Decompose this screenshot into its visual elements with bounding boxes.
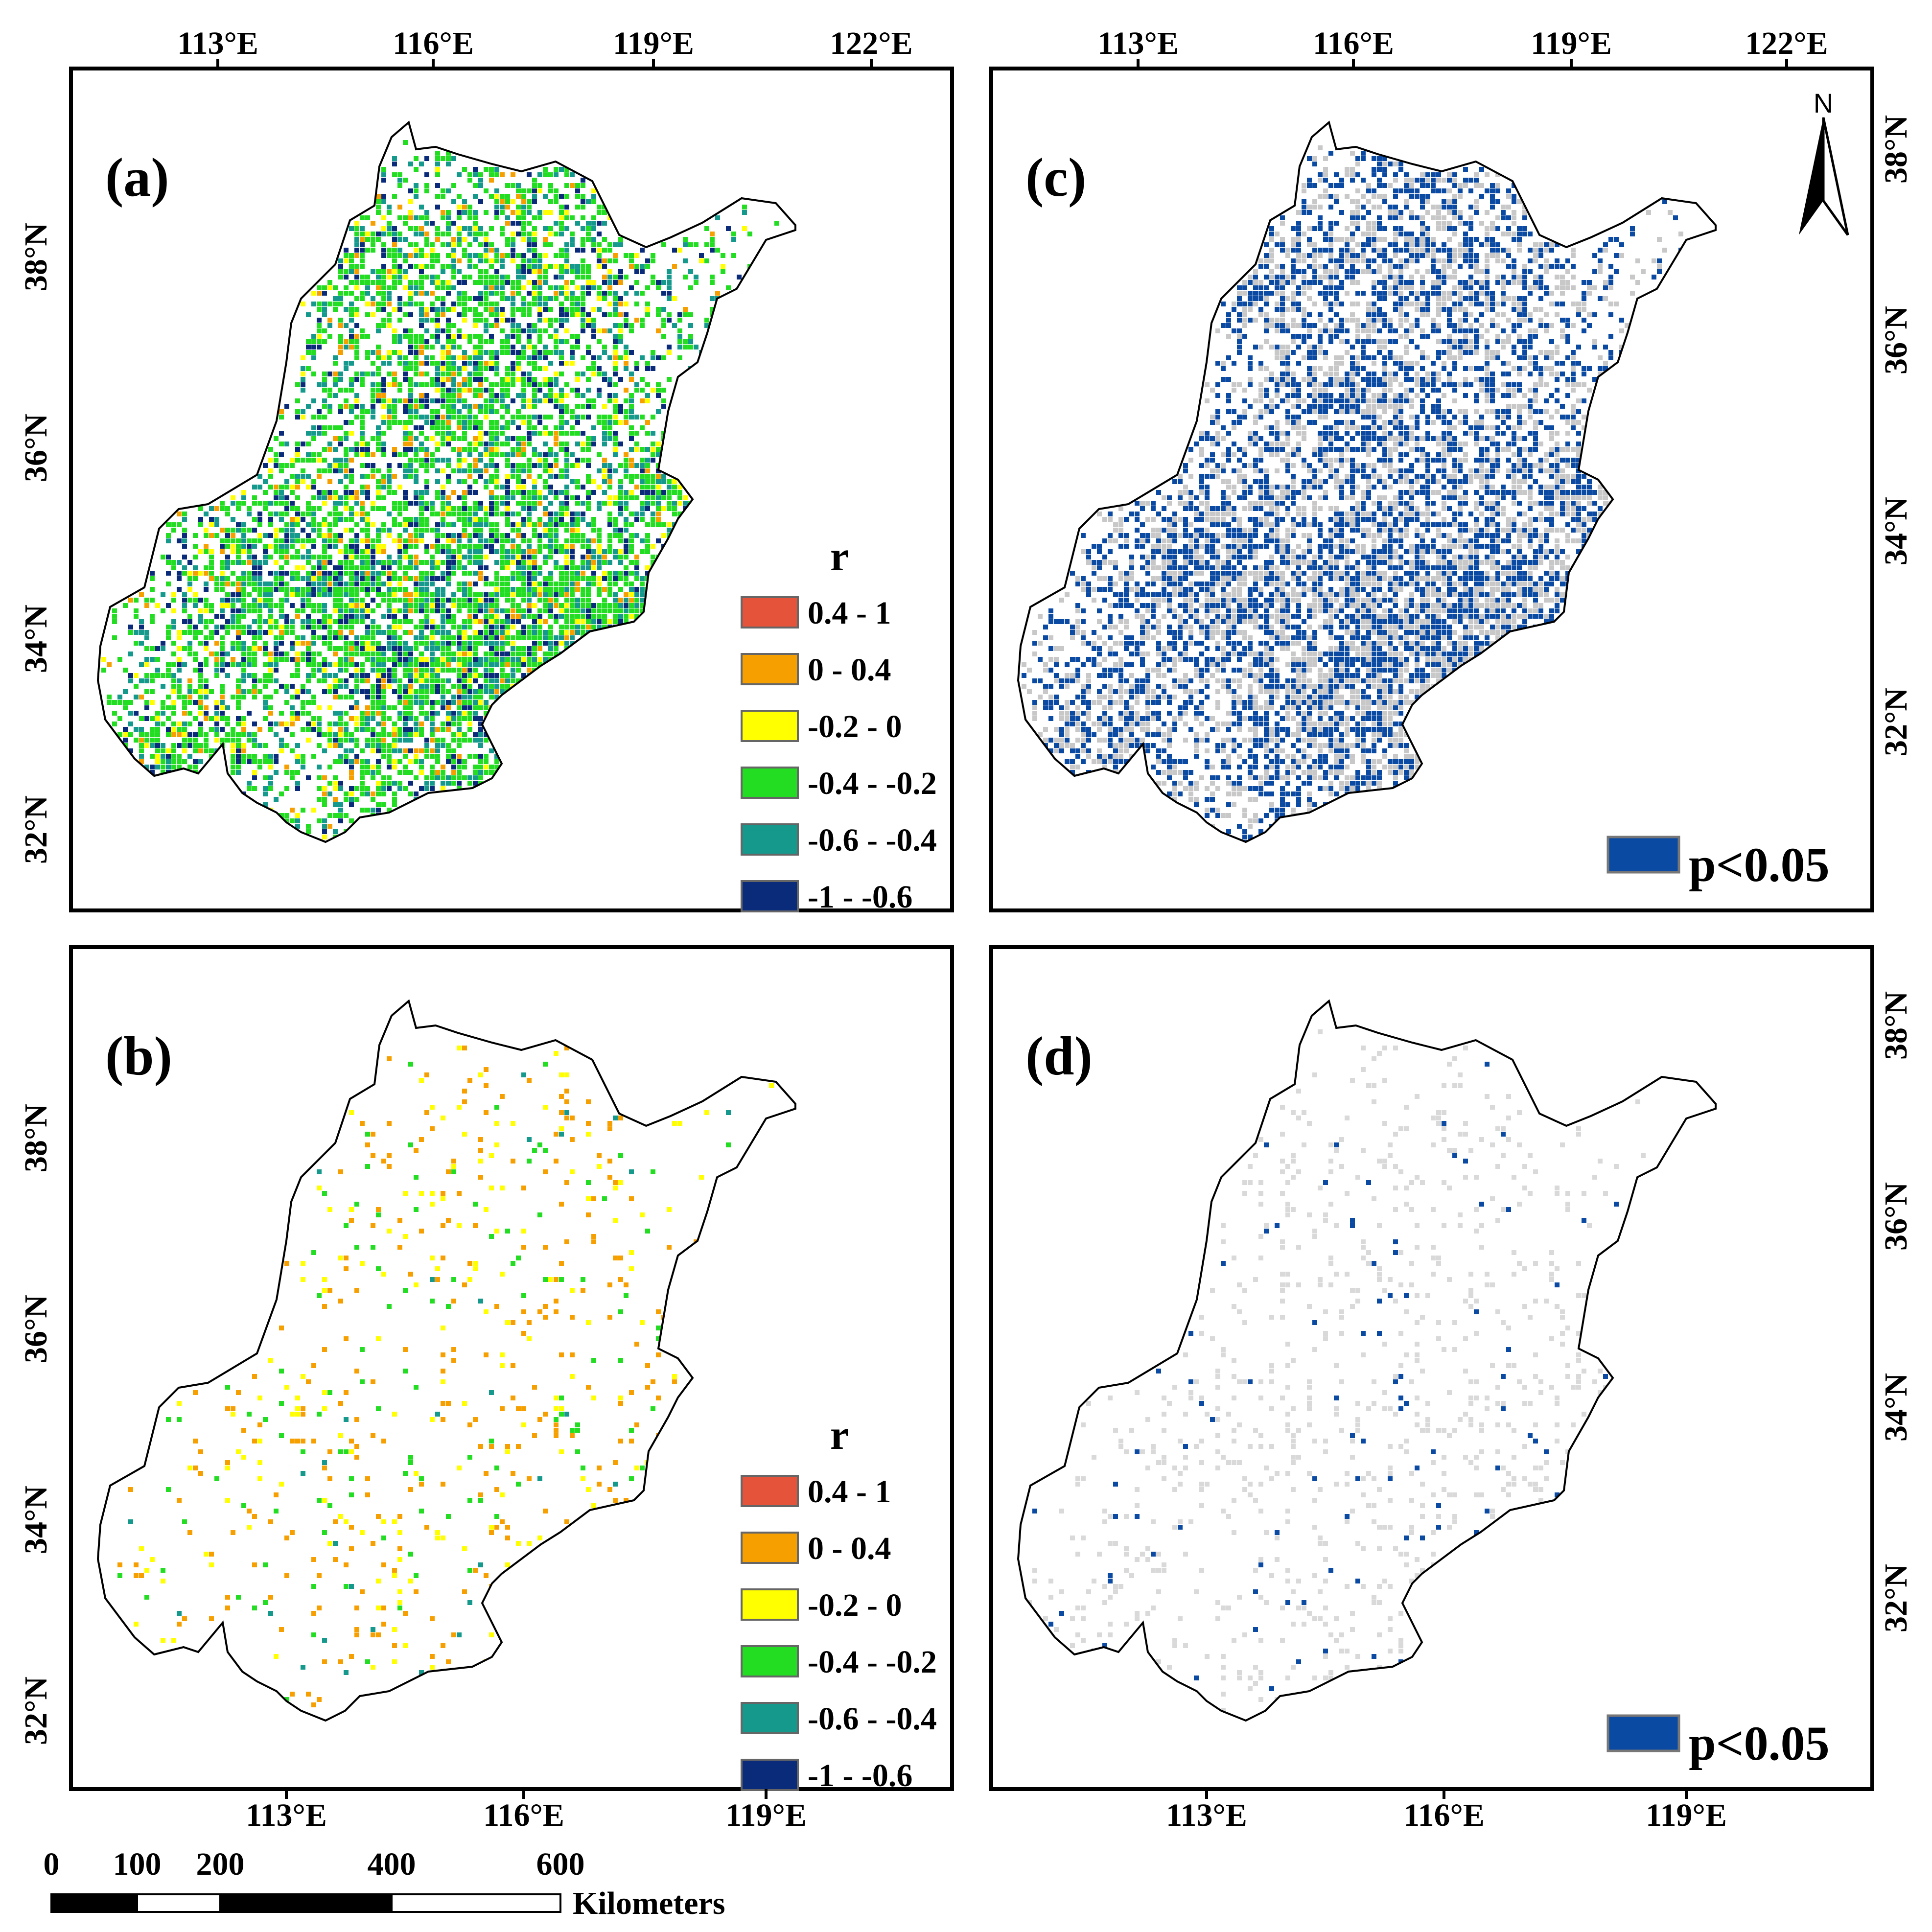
- legend-title: r: [830, 533, 849, 580]
- legend-p: p<0.05: [1606, 836, 1830, 892]
- legend-significance-label: p<0.05: [1689, 1716, 1830, 1770]
- longitude-tick-label: 113°E: [177, 25, 258, 61]
- legend-p: p<0.05: [1606, 1714, 1830, 1770]
- longitude-tick-label: 122°E: [830, 25, 912, 61]
- scale-bar-tick: 200: [196, 1846, 245, 1882]
- legend-swatch: [741, 653, 799, 685]
- legend-significance-label: p<0.05: [1689, 838, 1830, 892]
- scale-bar-tick: 600: [536, 1846, 585, 1882]
- legend-class-label: 0 - 0.4: [808, 652, 891, 688]
- legend-swatch: [1606, 1714, 1680, 1752]
- north-label: N: [1814, 88, 1833, 118]
- map-panel-a: (a) r 0.4 - 1 0 - 0.4 -0.2 - 0 -0.4 - -0.2 -0.…: [69, 67, 954, 915]
- legend-class-label: -0.2 - 0: [808, 709, 902, 745]
- legend-class-label: -0.4 - -0.2: [808, 1644, 937, 1680]
- latitude-tick-label: 34°N: [1878, 1373, 1914, 1442]
- legend-r: r 0.4 - 1 0 - 0.4 -0.2 - 0 -0.4 - -0.2 -0.6 -…: [741, 1411, 937, 1793]
- legend-swatch: [741, 1588, 799, 1621]
- legend-swatch: [741, 1645, 799, 1677]
- longitude-tick-label: 113°E: [1166, 1797, 1247, 1833]
- legend-class-label: -0.6 - -0.4: [808, 822, 937, 858]
- longitude-tick-label: 116°E: [483, 1797, 564, 1833]
- latitude-tick-label: 38°N: [18, 223, 54, 291]
- panel-label-c: (c): [1025, 147, 1086, 208]
- panel-label-d: (d): [1025, 1026, 1093, 1087]
- latitude-tick-label: 32°N: [18, 795, 54, 864]
- legend-swatch: [741, 1759, 799, 1791]
- map-panel-c: (c) p<0.05 N: [989, 67, 1874, 912]
- panel-frame: [989, 67, 1874, 912]
- legend-swatch: [741, 767, 799, 799]
- longitude-tick-label: 122°E: [1745, 25, 1828, 61]
- latitude-tick-label: 32°N: [1878, 1564, 1914, 1632]
- scale-bar-tick: 400: [368, 1846, 416, 1882]
- legend-class-label: -0.2 - 0: [808, 1587, 902, 1623]
- raster-pixels: [1022, 145, 1683, 842]
- longitude-tick-label: 116°E: [393, 25, 474, 61]
- legend-class-label: 0 - 0.4: [808, 1531, 891, 1566]
- region-boundary: [1017, 120, 1717, 843]
- longitude-tick-label: 119°E: [613, 25, 694, 61]
- scale-bar-tick: 100: [113, 1846, 162, 1882]
- latitude-tick-label: 38°N: [18, 1104, 54, 1172]
- legend-swatch: [741, 823, 799, 856]
- latitude-tick-label: 36°N: [1878, 1182, 1914, 1251]
- raster-pixels: [117, 1046, 774, 1707]
- legend-class-label: -1 - -0.6: [808, 1758, 912, 1793]
- legend-class-label: -0.4 - -0.2: [808, 766, 937, 801]
- region-boundary: [96, 120, 796, 843]
- latitude-tick-label: 36°N: [18, 1295, 54, 1363]
- legend-class-label: -0.6 - -0.4: [808, 1701, 937, 1737]
- latitude-tick-label: 38°N: [1878, 115, 1914, 184]
- legend-swatch: [741, 1475, 799, 1507]
- longitude-tick-label: 116°E: [1403, 1797, 1485, 1833]
- map-panel-b: (b) r 0.4 - 1 0 - 0.4 -0.2 - 0 -0.4 - -0.2 -0.…: [69, 945, 954, 1793]
- longitude-tick-label: 116°E: [1313, 25, 1394, 61]
- legend-swatch: [1606, 836, 1680, 874]
- panel-label-b: (b): [105, 1026, 172, 1087]
- panel-frame: [69, 67, 954, 912]
- legend-class-label: -1 - -0.6: [808, 879, 912, 915]
- longitude-tick-label: 119°E: [725, 1797, 807, 1833]
- raster-pixels: [101, 140, 779, 842]
- axis-labels: 113°E 116°E 119°E 122°E 113°E 116°E 119°E 122°E…: [18, 25, 1914, 1833]
- scale-bar-segment: [50, 1893, 138, 1913]
- legend-title: r: [830, 1411, 849, 1458]
- north-arrow-icon: N: [1799, 88, 1849, 236]
- scale-bar-unit: Kilometers: [573, 1885, 725, 1921]
- latitude-tick-label: 34°N: [18, 1486, 54, 1554]
- longitude-tick-label: 113°E: [246, 1797, 327, 1833]
- longitude-tick-label: 119°E: [1646, 1797, 1727, 1833]
- legend-swatch: [741, 1702, 799, 1734]
- scale-bar-segment: [391, 1893, 561, 1913]
- latitude-tick-label: 32°N: [1878, 688, 1914, 756]
- panel-label-a: (a): [105, 147, 169, 208]
- scale-bar-tick: 0: [44, 1846, 60, 1882]
- panel-frame: [989, 945, 1874, 1791]
- longitude-tick-label: 119°E: [1531, 25, 1612, 61]
- latitude-tick-label: 36°N: [18, 414, 54, 482]
- legend-class-label: 0.4 - 1: [808, 1474, 891, 1510]
- legend-swatch: [741, 710, 799, 742]
- latitude-tick-label: 38°N: [1878, 991, 1914, 1060]
- longitude-tick-label: 113°E: [1097, 25, 1179, 61]
- legend-swatch: [741, 596, 799, 628]
- legend-swatch: [741, 880, 799, 912]
- region-boundary: [1017, 999, 1717, 1722]
- scale-bar-segment: [219, 1893, 393, 1913]
- legend-r: r 0.4 - 1 0 - 0.4 -0.2 - 0 -0.4 - -0.2 -0.6 -…: [741, 533, 937, 915]
- raster-pixels: [1027, 1029, 1646, 1713]
- legend-swatch: [741, 1532, 799, 1564]
- legend-class-label: 0.4 - 1: [808, 595, 891, 631]
- latitude-tick-label: 32°N: [18, 1676, 54, 1745]
- latitude-tick-label: 36°N: [1878, 306, 1914, 374]
- scale-bar-segment: [136, 1893, 221, 1913]
- region-boundary: [96, 999, 796, 1722]
- latitude-tick-label: 34°N: [18, 605, 54, 673]
- latitude-tick-label: 34°N: [1878, 497, 1914, 565]
- map-panel-d: (d) p<0.05: [989, 945, 1874, 1791]
